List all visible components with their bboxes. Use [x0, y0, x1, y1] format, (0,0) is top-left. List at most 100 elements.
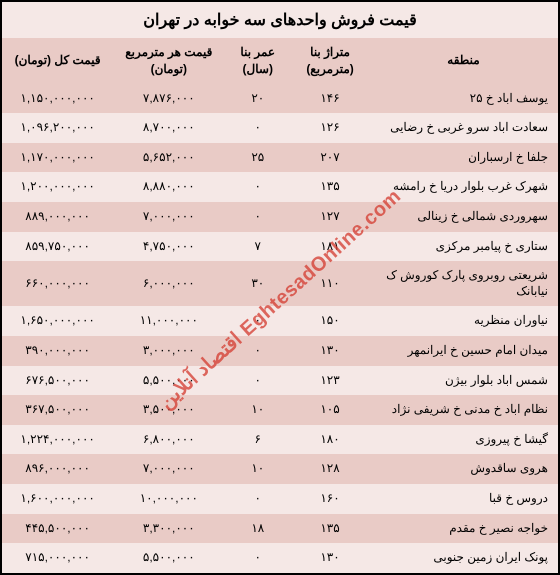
cell-price-per-meter: ۶,۰۰۰,۰۰۰: [113, 261, 224, 306]
table-row: هروی ساقدوش۱۲۸۱۰۷,۰۰۰,۰۰۰۸۹۶,۰۰۰,۰۰۰: [2, 454, 558, 484]
table-row: خواجه نصیر خ مقدم۱۳۵۱۸۳,۳۰۰,۰۰۰۴۴۵,۵۰۰,۰…: [2, 514, 558, 544]
col-header-total: قیمت کل (تومان): [2, 38, 113, 84]
table-row: نیاوران منظریه۱۵۰۰۱۱,۰۰۰,۰۰۰۱,۶۵۰,۰۰۰,۰۰…: [2, 306, 558, 336]
cell-area: ۱۲۸: [291, 454, 369, 484]
cell-age: ۰: [224, 202, 291, 232]
col-header-ppm: قیمت هر مترمربع (تومان): [113, 38, 224, 84]
table-row: سعادت اباد سرو غربی خ رضایی۱۲۶۰۸,۷۰۰,۰۰۰…: [2, 113, 558, 143]
table-row: شمس اباد بلوار بیژن۱۲۳۰۵,۵۰۰,۰۰۰۶۷۶,۵۰۰,…: [2, 366, 558, 396]
col-header-region: منطقه: [369, 38, 558, 84]
cell-area: ۱۰۵: [291, 395, 369, 425]
cell-region: جلفا خ ارسباران: [369, 143, 558, 173]
cell-region: خواجه نصیر خ مقدم: [369, 514, 558, 544]
cell-area: ۱۴۶: [291, 84, 369, 114]
cell-age: ۱۸: [224, 514, 291, 544]
price-table: منطقه متراژ بنا (مترمربع) عمر بنا (سال) …: [2, 38, 558, 573]
cell-age: ۰: [224, 306, 291, 336]
cell-total-price: ۷۱۵,۰۰۰,۰۰۰: [2, 543, 113, 573]
page-title: قیمت فروش واحدهای سه خوابه در تهران: [2, 2, 558, 38]
table-row: جلفا خ ارسباران۲۰۷۲۵۵,۶۵۲,۰۰۰۱,۱۷۰,۰۰۰,۰…: [2, 143, 558, 173]
cell-region: پونک ایران زمین جنوبی: [369, 543, 558, 573]
cell-age: ۰: [224, 543, 291, 573]
cell-region: نظام اباد خ مدنی خ شریفی نژاد: [369, 395, 558, 425]
col-header-age: عمر بنا (سال): [224, 38, 291, 84]
cell-price-per-meter: ۳,۵۰۰,۰۰۰: [113, 395, 224, 425]
cell-area: ۱۲۶: [291, 113, 369, 143]
cell-total-price: ۱,۱۵۰,۰۰۰,۰۰۰: [2, 84, 113, 114]
cell-price-per-meter: ۵,۶۵۲,۰۰۰: [113, 143, 224, 173]
cell-total-price: ۱,۱۷۰,۰۰۰,۰۰۰: [2, 143, 113, 173]
table-row: گیشا خ پیروزی۱۸۰۶۶,۸۰۰,۰۰۰۱,۲۲۴,۰۰۰,۰۰۰: [2, 425, 558, 455]
cell-price-per-meter: ۵,۵۰۰,۰۰۰: [113, 543, 224, 573]
cell-price-per-meter: ۱۰,۰۰۰,۰۰۰: [113, 484, 224, 514]
cell-region: نیاوران منظریه: [369, 306, 558, 336]
cell-total-price: ۱,۲۰۰,۰۰۰,۰۰۰: [2, 172, 113, 202]
cell-area: ۱۸۰: [291, 425, 369, 455]
col-header-area: متراژ بنا (مترمربع): [291, 38, 369, 84]
cell-age: ۰: [224, 366, 291, 396]
cell-price-per-meter: ۳,۳۰۰,۰۰۰: [113, 514, 224, 544]
table-row: ستاری خ پیامبر مرکزی۱۸۱۷۴,۷۵۰,۰۰۰۸۵۹,۷۵۰…: [2, 232, 558, 262]
cell-area: ۲۰۷: [291, 143, 369, 173]
cell-price-per-meter: ۱۱,۰۰۰,۰۰۰: [113, 306, 224, 336]
table-row: نظام اباد خ مدنی خ شریفی نژاد۱۰۵۱۰۳,۵۰۰,…: [2, 395, 558, 425]
cell-region: شریعتی روبروی پارک کوروش ک نیابانک: [369, 261, 558, 306]
cell-age: ۷: [224, 232, 291, 262]
cell-price-per-meter: ۴,۷۵۰,۰۰۰: [113, 232, 224, 262]
cell-area: ۱۲۳: [291, 366, 369, 396]
cell-region: هروی ساقدوش: [369, 454, 558, 484]
cell-region: دروس خ قبا: [369, 484, 558, 514]
cell-region: سهروردی شمالی خ زینالی: [369, 202, 558, 232]
cell-total-price: ۱,۰۹۶,۲۰۰,۰۰۰: [2, 113, 113, 143]
cell-age: ۳۰: [224, 261, 291, 306]
cell-total-price: ۶۷۶,۵۰۰,۰۰۰: [2, 366, 113, 396]
cell-price-per-meter: ۳,۰۰۰,۰۰۰: [113, 336, 224, 366]
cell-area: ۱۸۱: [291, 232, 369, 262]
cell-area: ۱۳۵: [291, 172, 369, 202]
cell-area: ۱۱۰: [291, 261, 369, 306]
table-row: شریعتی روبروی پارک کوروش ک نیابانک۱۱۰۳۰۶…: [2, 261, 558, 306]
cell-price-per-meter: ۸,۸۸۰,۰۰۰: [113, 172, 224, 202]
cell-region: شهرک غرب بلوار دریا خ رامشه: [369, 172, 558, 202]
cell-age: ۰: [224, 113, 291, 143]
cell-age: ۰: [224, 336, 291, 366]
cell-region: گیشا خ پیروزی: [369, 425, 558, 455]
cell-area: ۱۲۷: [291, 202, 369, 232]
cell-age: ۰: [224, 484, 291, 514]
cell-age: ۱۰: [224, 395, 291, 425]
cell-total-price: ۸۸۹,۰۰۰,۰۰۰: [2, 202, 113, 232]
cell-area: ۱۵۰: [291, 306, 369, 336]
cell-age: ۱۰: [224, 454, 291, 484]
cell-total-price: ۶۶۰,۰۰۰,۰۰۰: [2, 261, 113, 306]
cell-total-price: ۴۴۵,۵۰۰,۰۰۰: [2, 514, 113, 544]
cell-age: ۲۰: [224, 84, 291, 114]
cell-total-price: ۱,۶۵۰,۰۰۰,۰۰۰: [2, 306, 113, 336]
table-row: یوسف اباد خ ۲۵۱۴۶۲۰۷,۸۷۶,۰۰۰۱,۱۵۰,۰۰۰,۰۰…: [2, 84, 558, 114]
table-row: میدان امام حسین خ ایرانمهر۱۳۰۰۳,۰۰۰,۰۰۰۳…: [2, 336, 558, 366]
cell-price-per-meter: ۷,۸۷۶,۰۰۰: [113, 84, 224, 114]
cell-price-per-meter: ۵,۵۰۰,۰۰۰: [113, 366, 224, 396]
cell-total-price: ۱,۶۰۰,۰۰۰,۰۰۰: [2, 484, 113, 514]
cell-area: ۱۳۰: [291, 336, 369, 366]
cell-age: ۰: [224, 172, 291, 202]
table-row: پونک ایران زمین جنوبی۱۳۰۰۵,۵۰۰,۰۰۰۷۱۵,۰۰…: [2, 543, 558, 573]
cell-total-price: ۱,۲۲۴,۰۰۰,۰۰۰: [2, 425, 113, 455]
cell-region: سعادت اباد سرو غربی خ رضایی: [369, 113, 558, 143]
table-row: سهروردی شمالی خ زینالی۱۲۷۰۷,۰۰۰,۰۰۰۸۸۹,۰…: [2, 202, 558, 232]
table-body: یوسف اباد خ ۲۵۱۴۶۲۰۷,۸۷۶,۰۰۰۱,۱۵۰,۰۰۰,۰۰…: [2, 84, 558, 573]
table-header: منطقه متراژ بنا (مترمربع) عمر بنا (سال) …: [2, 38, 558, 84]
cell-age: ۶: [224, 425, 291, 455]
cell-region: میدان امام حسین خ ایرانمهر: [369, 336, 558, 366]
cell-area: ۱۳۰: [291, 543, 369, 573]
cell-total-price: ۸۹۶,۰۰۰,۰۰۰: [2, 454, 113, 484]
cell-age: ۲۵: [224, 143, 291, 173]
cell-area: ۱۶۰: [291, 484, 369, 514]
table-container: قیمت فروش واحدهای سه خوابه در تهران منطق…: [0, 0, 560, 575]
cell-price-per-meter: ۷,۰۰۰,۰۰۰: [113, 454, 224, 484]
cell-price-per-meter: ۷,۰۰۰,۰۰۰: [113, 202, 224, 232]
cell-region: ستاری خ پیامبر مرکزی: [369, 232, 558, 262]
cell-total-price: ۳۶۷,۵۰۰,۰۰۰: [2, 395, 113, 425]
table-row: شهرک غرب بلوار دریا خ رامشه۱۳۵۰۸,۸۸۰,۰۰۰…: [2, 172, 558, 202]
cell-region: شمس اباد بلوار بیژن: [369, 366, 558, 396]
cell-area: ۱۳۵: [291, 514, 369, 544]
